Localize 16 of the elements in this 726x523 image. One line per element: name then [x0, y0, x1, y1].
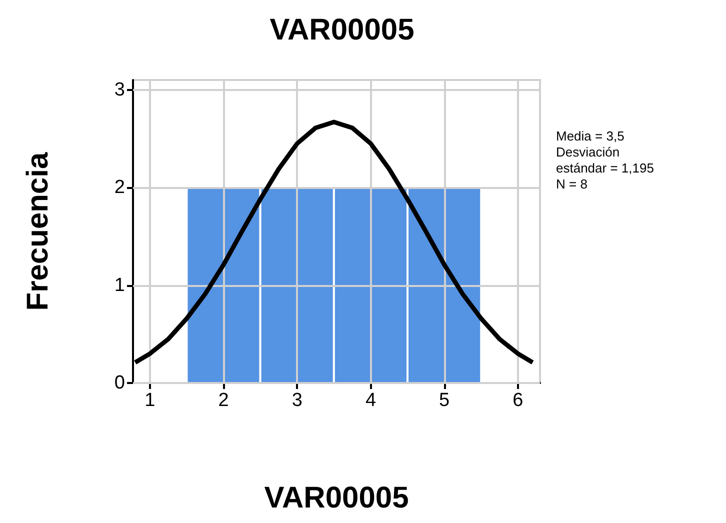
- x-tick-label: 5: [439, 390, 450, 411]
- x-tick-label: 6: [512, 390, 524, 411]
- x-tick-label: 2: [218, 390, 229, 411]
- x-tick-label: 1: [144, 390, 156, 411]
- y-tick-label: 3: [114, 79, 125, 100]
- y-tick-label: 1: [114, 274, 125, 296]
- text: Media = 3,5: [556, 128, 624, 144]
- y-tick-label: 2: [114, 177, 125, 198]
- y-tick-label: 0: [114, 372, 125, 394]
- y-axis-title: Frecuencia: [22, 152, 54, 311]
- x-axis-title: VAR00005: [264, 482, 409, 514]
- x-tick-label: 4: [365, 390, 376, 411]
- x-tick-label: 3: [292, 390, 302, 411]
- chart-title: VAR00005: [270, 14, 414, 46]
- text: N = 8: [556, 176, 588, 192]
- text: Desviación estándar = 1,195: [556, 144, 654, 176]
